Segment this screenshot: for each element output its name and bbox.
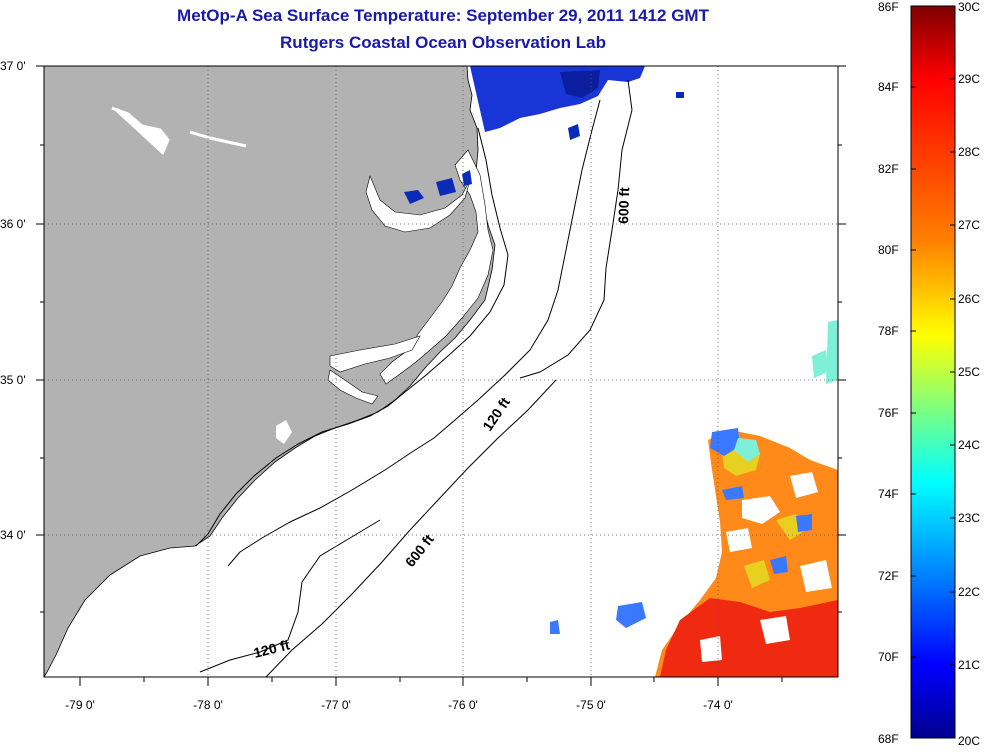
sst-cold-spot-a	[404, 190, 424, 204]
contour-600ft-south	[265, 379, 557, 677]
colorbar-f-82: 82F	[878, 162, 899, 176]
contour-label-600-north: 600 ft	[615, 187, 632, 224]
colorbar-c-26: 26C	[958, 292, 981, 306]
sst-warm-yellow	[722, 446, 806, 588]
colorbar-f-80: 80F	[878, 243, 899, 257]
contour-120ft-south	[199, 519, 381, 673]
neuse-river	[327, 369, 379, 405]
lat-label-36: 36 0'	[0, 217, 26, 231]
outer-banks	[195, 127, 509, 547]
lon-label-76: -76 0'	[448, 698, 478, 712]
map-subtitle: Rutgers Coastal Ocean Observation Lab	[280, 33, 606, 52]
albemarle-sound	[365, 175, 471, 233]
colorbar-c-21: 21C	[958, 658, 981, 672]
map-frame	[43, 65, 839, 678]
lat-label-37: 37 0'	[0, 59, 26, 73]
colorbar-f-76: 76F	[878, 406, 899, 420]
map-title: MetOp-A Sea Surface Temperature: Septemb…	[177, 6, 709, 25]
lon-label-75: -75 0'	[576, 698, 606, 712]
lon-label-78: -78 0'	[193, 698, 223, 712]
colorbar-c-27: 27C	[958, 218, 981, 232]
sst-cold-spot-b	[436, 178, 456, 196]
sst-cold-patch-north-dark	[560, 70, 600, 98]
lon-label-74: -74 0'	[703, 698, 733, 712]
sst-cold-patch-north	[470, 66, 645, 132]
lat-label-35: 35 0'	[0, 373, 26, 387]
colorbar-c-24: 24C	[958, 438, 981, 452]
sst-cold-spot-d	[568, 124, 580, 140]
contour-120ft-mid	[227, 99, 601, 567]
pamlico-sound	[379, 149, 494, 385]
sst-white-cloud-gaps	[700, 472, 832, 662]
colorbar-c-20: 20C	[958, 734, 981, 748]
pamlico-river	[329, 335, 421, 373]
sst-cyan-edge	[734, 320, 838, 462]
sst-cold-spot-e	[676, 92, 684, 98]
colorbar-c-30: 30C	[958, 0, 981, 14]
colorbar-c-29: 29C	[958, 72, 981, 86]
colorbar-ticks	[911, 78, 955, 666]
lon-label-77: -77 0'	[321, 698, 351, 712]
colorbar-f-84: 84F	[878, 80, 899, 94]
white-river-spot	[276, 420, 292, 444]
contour-600ft-north	[519, 79, 633, 379]
colorbar-f-72: 72F	[878, 569, 899, 583]
colorbar-f-74: 74F	[878, 487, 899, 501]
colorbar-c-25: 25C	[958, 365, 981, 379]
lon-label-79: -79 0'	[65, 698, 95, 712]
colorbar-f-70: 70F	[878, 650, 899, 664]
colorbar-c-23: 23C	[958, 511, 981, 525]
colorbar	[910, 5, 956, 739]
colorbar-f-68: 68F	[878, 732, 899, 746]
lake-inland	[111, 106, 247, 155]
sst-cold-spot-c	[462, 170, 472, 186]
colorbar-f-86: 86F	[878, 0, 899, 14]
colorbar-c-28: 28C	[958, 145, 981, 159]
lat-lon-grid	[44, 66, 838, 677]
lat-label-34: 34 0'	[0, 528, 26, 542]
colorbar-c-22: 22C	[958, 585, 981, 599]
axis-ticks	[36, 65, 846, 686]
colorbar-f-78: 78F	[878, 324, 899, 338]
